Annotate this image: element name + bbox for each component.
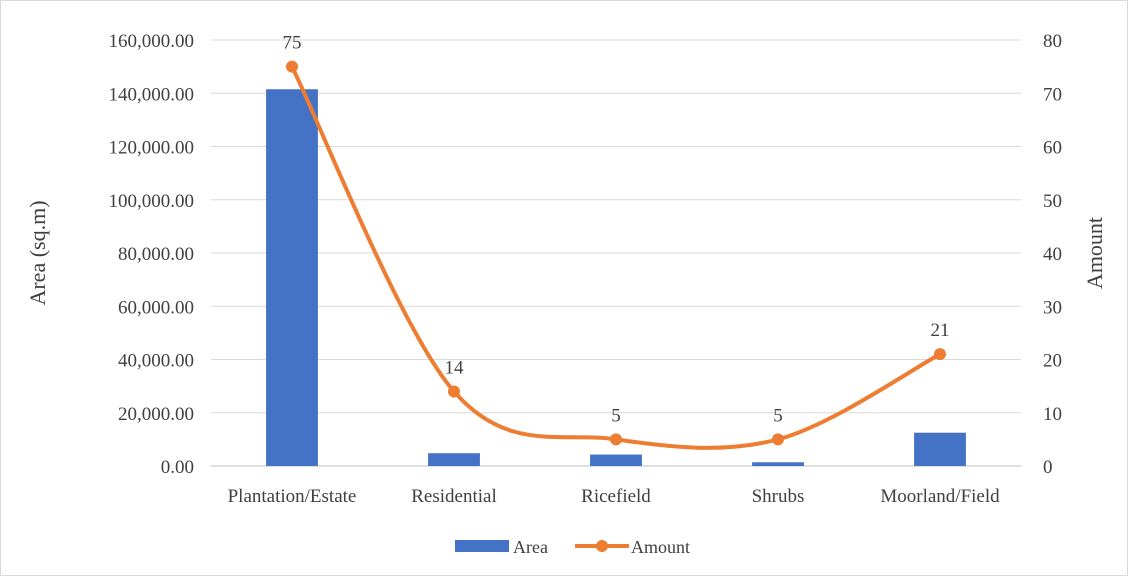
area-bars bbox=[266, 89, 966, 466]
x-tick-label-plantation-estate: Plantation/Estate bbox=[228, 486, 357, 507]
right-tick-label: 50 bbox=[1043, 191, 1062, 212]
amount-point-ricefield bbox=[610, 433, 622, 446]
x-tick-label-shrubs: Shrubs bbox=[752, 486, 805, 507]
amount-point-moorland-field bbox=[934, 348, 946, 361]
amount-line bbox=[290, 64, 942, 450]
right-tick-label: 80 bbox=[1043, 31, 1062, 52]
left-tick-label: 140,000.00 bbox=[109, 84, 195, 105]
x-tick-label-residential: Residential bbox=[411, 486, 496, 507]
left-tick-label: 160,000.00 bbox=[109, 31, 195, 52]
right-tick-label: 40 bbox=[1043, 244, 1062, 265]
right-tick-label: 20 bbox=[1043, 351, 1062, 372]
bar-shrubs bbox=[752, 462, 804, 466]
legend-amount-marker bbox=[596, 540, 608, 552]
left-tick-label: 60,000.00 bbox=[118, 297, 194, 318]
legend-area-label: Area bbox=[513, 537, 548, 557]
amount-data-label-residential: 14 bbox=[445, 357, 465, 378]
data-labels: 75 14 5 5 21 bbox=[283, 33, 950, 427]
legend-amount-label: Amount bbox=[631, 537, 690, 557]
left-tick-label: 0.00 bbox=[161, 457, 194, 478]
left-tick-label: 80,000.00 bbox=[118, 244, 194, 265]
amount-data-label-plantation-estate: 75 bbox=[283, 33, 302, 54]
left-tick-label: 20,000.00 bbox=[118, 404, 194, 425]
bar-plantation-estate bbox=[266, 89, 318, 466]
left-tick-label: 100,000.00 bbox=[109, 191, 195, 212]
bar-ricefield bbox=[590, 454, 642, 466]
axis-ticks: 0.00 20,000.00 40,000.00 60,000.00 80,000.00… bbox=[109, 31, 1063, 507]
amount-point-plantation-estate bbox=[286, 60, 298, 73]
amount-data-label-ricefield: 5 bbox=[611, 405, 621, 426]
bar-residential bbox=[428, 453, 480, 466]
right-tick-label: 0 bbox=[1043, 457, 1053, 478]
right-tick-label: 30 bbox=[1043, 297, 1062, 318]
legend: Area Amount bbox=[455, 537, 690, 557]
amount-data-label-shrubs: 5 bbox=[773, 405, 783, 426]
right-tick-label: 70 bbox=[1043, 84, 1062, 105]
x-tick-label-moorland-field: Moorland/Field bbox=[880, 486, 1000, 507]
right-tick-label: 10 bbox=[1043, 404, 1062, 425]
gridlines bbox=[211, 39, 1021, 467]
amount-point-shrubs bbox=[772, 433, 784, 446]
left-tick-label: 120,000.00 bbox=[109, 138, 195, 159]
amount-point-residential bbox=[448, 385, 460, 398]
amount-data-label-moorland-field: 21 bbox=[931, 320, 950, 341]
bar-moorland-field bbox=[914, 432, 966, 466]
right-axis-title: Amount bbox=[1082, 217, 1107, 289]
left-tick-label: 40,000.00 bbox=[118, 351, 194, 372]
x-tick-label-ricefield: Ricefield bbox=[581, 486, 651, 507]
left-axis-title: Area (sq.m) bbox=[25, 200, 50, 305]
right-tick-label: 60 bbox=[1043, 138, 1062, 159]
amount-line-series bbox=[286, 60, 946, 450]
legend-area-swatch bbox=[455, 540, 509, 552]
